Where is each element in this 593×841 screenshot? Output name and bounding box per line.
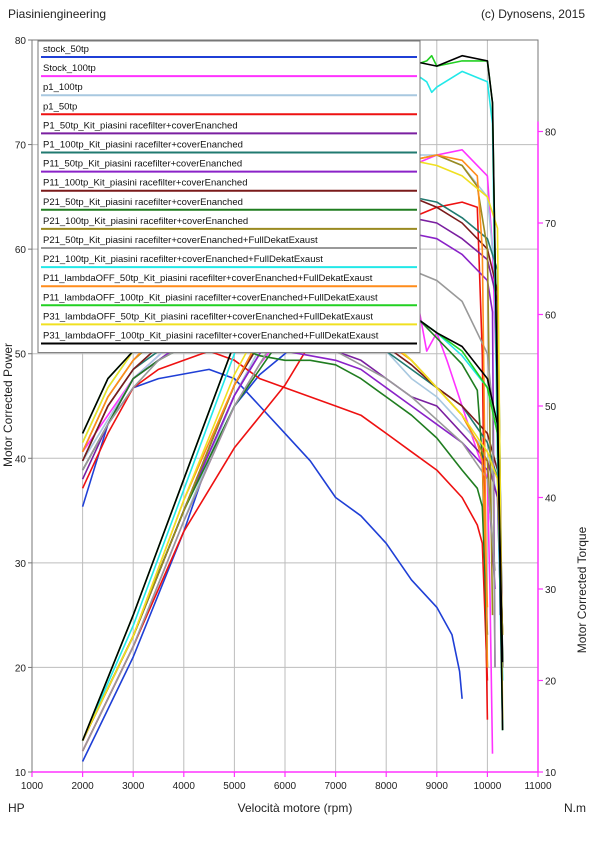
torque-line-3: [81, 350, 489, 681]
legend-label-7: P11_100tp_Kit_piasini racefilter+coverEn…: [43, 178, 247, 189]
axes: 1000 2000 3000 4000 5000 6000 7000 8000 9000 1000…: [15, 36, 557, 792]
y-axis-label: Motor Corrected Power: [1, 343, 15, 467]
y-tick-label-2: 30: [15, 559, 27, 570]
legend-label-6: P11_50tp_Kit_piasini racefilter+coverEna…: [43, 159, 242, 170]
y-tick-label-4: 50: [15, 350, 27, 361]
corner-left-unit: HP: [8, 801, 25, 815]
x-tick-label-2: 3000: [122, 781, 145, 792]
y-tick-label-6: 70: [15, 141, 27, 152]
y2-tick-label-7: 80: [545, 128, 557, 139]
legend-label-12: P11_lambdaOFF_50tp_Kit_piasini racefilte…: [43, 273, 373, 284]
y-tick-label-1: 20: [15, 663, 27, 674]
torque-line-0: [81, 368, 463, 699]
legend-label-5: P1_100tp_Kit_piasini racefilter+coverEna…: [43, 140, 243, 151]
y2-tick-label-5: 60: [545, 311, 557, 322]
legend-label-0: stock_50tp: [43, 44, 89, 55]
y2-tick-label-4: 50: [545, 402, 557, 413]
x-tick-label-10: 11000: [524, 781, 552, 792]
corner-right-unit: N.m: [564, 801, 586, 815]
y2-axis-label: Motor Corrected Torque: [575, 526, 589, 653]
legend-label-1: Stock_100tp: [43, 63, 96, 74]
x-tick-label-3: 4000: [173, 781, 196, 792]
x-tick-label-4: 5000: [223, 781, 246, 792]
y-tick-label-3: 40: [15, 454, 27, 465]
y-tick-label-7: 80: [15, 36, 27, 47]
header-right-text: (c) Dynosens, 2015: [481, 7, 585, 21]
y2-tick-label-6: 70: [545, 219, 557, 230]
y2-tick-label-2: 30: [545, 585, 557, 596]
legend: stock_50tp Stock_100tp p1_100tp p1_50tp P1_5…: [37, 40, 421, 354]
legend-label-11: P21_100tp_Kit_piasini racefilter+coverEn…: [43, 254, 323, 265]
y2-tick-label-3: 40: [545, 494, 557, 505]
header-left-text: Piasiniengineering: [8, 7, 106, 21]
legend-label-14: P31_lambdaOFF_50tp_Kit_piasini racefilte…: [43, 311, 373, 322]
x-tick-label-7: 8000: [375, 781, 398, 792]
legend-label-3: p1_50tp: [43, 101, 77, 112]
y-tick-label-5: 60: [15, 245, 27, 256]
x-tick-label-5: 6000: [274, 781, 297, 792]
x-tick-label-6: 7000: [324, 781, 347, 792]
y2-tick-label-0: 10: [545, 768, 557, 779]
legend-label-13: P11_lambdaOFF_100tp_Kit_piasini racefilt…: [43, 292, 378, 303]
x-tick-label-0: 1000: [21, 781, 44, 792]
legend-box: [37, 40, 421, 354]
legend-label-8: P21_50tp_Kit_piasini racefilter+coverEna…: [43, 197, 243, 208]
legend-label-9: P21_100tp_Kit_piasini racefilter+coverEn…: [43, 216, 248, 227]
x-tick-label-9: 10000: [473, 781, 501, 792]
legend-label-10: P21_50tp_Kit_piasini racefilter+coverEna…: [43, 235, 318, 246]
legend-label-2: p1_100tp: [43, 82, 83, 93]
y-tick-label-0: 10: [15, 768, 27, 779]
y2-tick-label-1: 20: [545, 677, 557, 688]
x-tick-label-8: 9000: [426, 781, 449, 792]
legend-label-4: P1_50tp_Kit_piasini racefilter+coverEnan…: [43, 120, 238, 131]
legend-label-15: P31_lambdaOFF_100tp_Kit_piasini racefilt…: [43, 331, 379, 342]
x-axis-label: Velocità motore (rpm): [238, 801, 353, 815]
x-tick-label-1: 2000: [71, 781, 94, 792]
